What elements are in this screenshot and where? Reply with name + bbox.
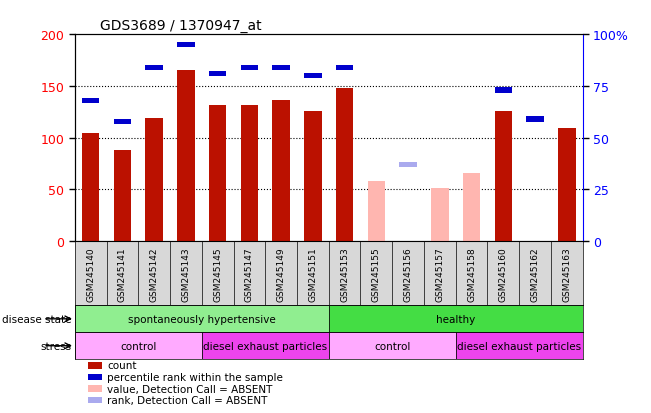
Text: GSM245142: GSM245142: [150, 247, 159, 301]
Text: percentile rank within the sample: percentile rank within the sample: [107, 372, 283, 382]
Bar: [431, 189, 449, 242]
Text: GSM245156: GSM245156: [404, 246, 413, 301]
Text: diesel exhaust particles: diesel exhaust particles: [203, 341, 327, 351]
Text: GSM245155: GSM245155: [372, 246, 381, 301]
Text: stress: stress: [40, 341, 72, 351]
Bar: [329, 306, 583, 332]
Text: control: control: [374, 341, 410, 351]
Text: value, Detection Call = ABSENT: value, Detection Call = ABSENT: [107, 384, 273, 394]
Bar: [272, 66, 290, 71]
Bar: [202, 332, 329, 359]
Text: GSM245162: GSM245162: [531, 247, 540, 301]
Text: GSM245163: GSM245163: [562, 246, 572, 301]
Text: GSM245147: GSM245147: [245, 247, 254, 301]
Bar: [304, 112, 322, 242]
Bar: [75, 332, 202, 359]
Bar: [145, 66, 163, 71]
Bar: [399, 163, 417, 168]
Text: healthy: healthy: [436, 314, 475, 324]
Bar: [558, 129, 575, 242]
Text: diesel exhaust particles: diesel exhaust particles: [457, 341, 581, 351]
Bar: [526, 117, 544, 122]
Text: GSM245141: GSM245141: [118, 247, 127, 301]
Text: GDS3689 / 1370947_at: GDS3689 / 1370947_at: [100, 19, 262, 33]
Bar: [241, 105, 258, 242]
Bar: [145, 119, 163, 242]
Bar: [336, 89, 353, 242]
Bar: [209, 72, 227, 77]
Bar: [114, 151, 132, 242]
Bar: [304, 74, 322, 79]
Bar: [336, 66, 353, 71]
Text: GSM245157: GSM245157: [436, 246, 445, 301]
Text: GSM245151: GSM245151: [309, 246, 318, 301]
Text: GSM245153: GSM245153: [340, 246, 349, 301]
Bar: [114, 119, 132, 124]
Bar: [75, 306, 329, 332]
Bar: [329, 332, 456, 359]
Text: rank, Detection Call = ABSENT: rank, Detection Call = ABSENT: [107, 395, 268, 405]
Bar: [82, 99, 100, 104]
Bar: [368, 182, 385, 242]
Bar: [463, 173, 480, 242]
Text: GSM245160: GSM245160: [499, 246, 508, 301]
Text: control: control: [120, 341, 156, 351]
Text: spontaneously hypertensive: spontaneously hypertensive: [128, 314, 275, 324]
Bar: [209, 105, 227, 242]
Bar: [82, 133, 100, 242]
Text: count: count: [107, 361, 137, 370]
Bar: [456, 332, 583, 359]
Text: GSM245143: GSM245143: [182, 247, 191, 301]
Bar: [177, 43, 195, 48]
Bar: [495, 88, 512, 93]
Text: GSM245145: GSM245145: [213, 247, 222, 301]
Bar: [177, 71, 195, 242]
Text: GSM245149: GSM245149: [277, 247, 286, 301]
Text: GSM245140: GSM245140: [86, 247, 95, 301]
Bar: [495, 112, 512, 242]
Bar: [241, 66, 258, 71]
Text: disease state: disease state: [2, 314, 72, 324]
Bar: [272, 101, 290, 242]
Text: GSM245158: GSM245158: [467, 246, 476, 301]
